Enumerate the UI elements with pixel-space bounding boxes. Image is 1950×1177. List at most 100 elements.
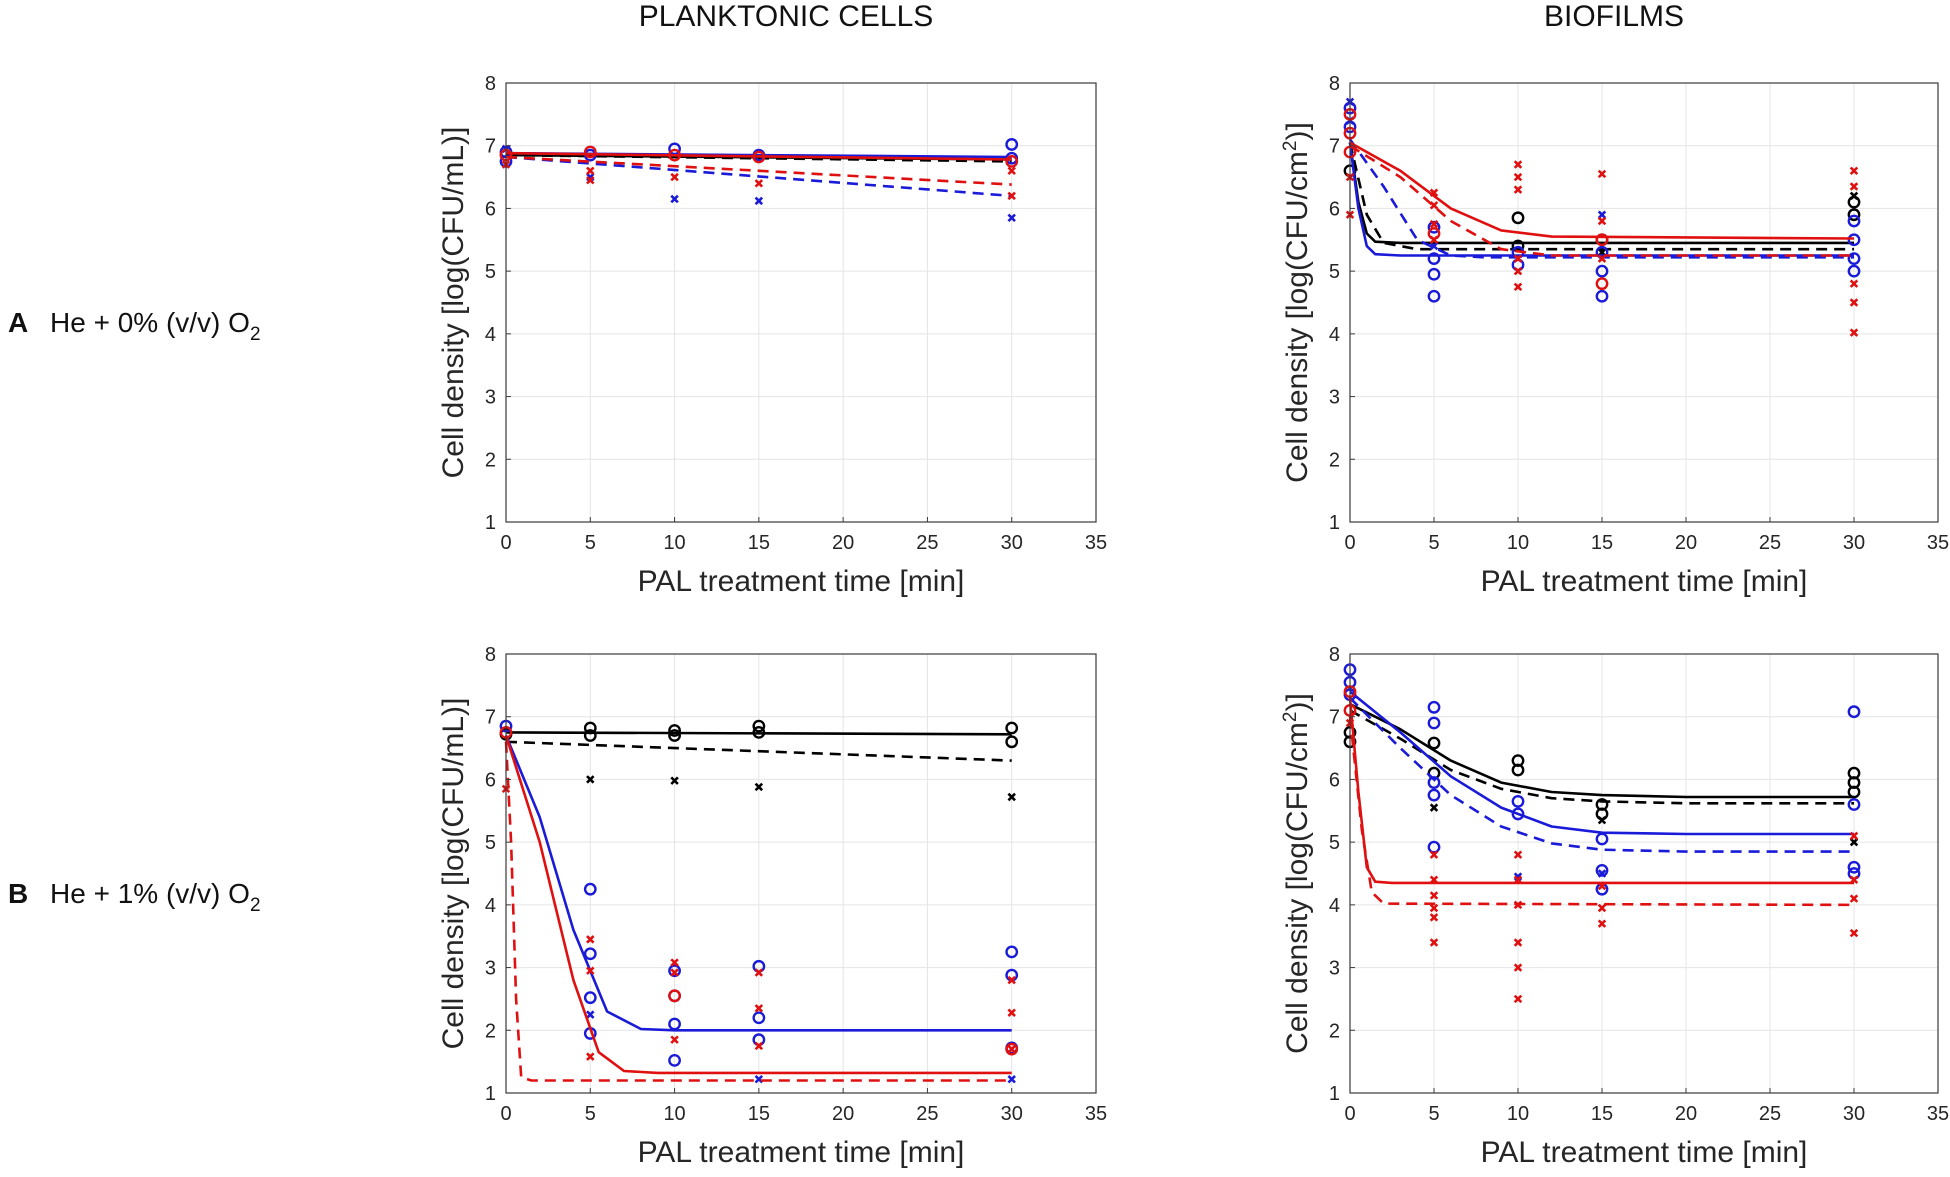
data-point-cross bbox=[1429, 938, 1439, 947]
data-point-circle bbox=[1595, 863, 1609, 877]
data-point-cross bbox=[1849, 894, 1859, 903]
data-point-circle bbox=[1595, 264, 1609, 278]
data-point-circle bbox=[1427, 220, 1441, 234]
y-axis-label: Cell density [log(CFU/cm2)] bbox=[1280, 122, 1314, 483]
x-tick-label: 35 bbox=[1085, 1103, 1107, 1125]
data-point-circle bbox=[1005, 721, 1019, 735]
data-point-cross bbox=[1429, 201, 1439, 210]
x-tick-label: 30 bbox=[1843, 1103, 1865, 1125]
y-tick-label: 1 bbox=[1329, 512, 1340, 534]
data-point-circle bbox=[1595, 233, 1609, 247]
data-point-circle bbox=[668, 729, 681, 742]
row-condition-a-subscript: 2 bbox=[250, 324, 261, 345]
data-point-cross bbox=[586, 175, 595, 185]
data-point-cross bbox=[1429, 891, 1439, 900]
data-point-cross bbox=[1849, 875, 1859, 884]
data-point-cross bbox=[1597, 216, 1607, 226]
data-point-cross bbox=[754, 179, 764, 188]
data-point-cross bbox=[1007, 1044, 1016, 1054]
x-tick-label: 35 bbox=[1927, 532, 1949, 554]
data-point-circle bbox=[1005, 1042, 1019, 1056]
data-point-circle bbox=[583, 947, 597, 961]
x-tick-label: 15 bbox=[748, 532, 770, 554]
x-tick-label: 10 bbox=[1507, 1103, 1529, 1125]
data-point-circle bbox=[1595, 832, 1609, 846]
data-point-cross bbox=[1513, 185, 1523, 194]
data-point-cross bbox=[754, 782, 764, 792]
data-point-circle bbox=[1005, 735, 1019, 749]
data-point-circle bbox=[1005, 138, 1019, 151]
y-tick-label: 2 bbox=[485, 1020, 496, 1042]
series-line-blue-dashed bbox=[505, 155, 1012, 198]
data-point-cross bbox=[1849, 279, 1859, 288]
data-point-cross bbox=[1513, 938, 1523, 947]
data-point-circle bbox=[1847, 264, 1861, 278]
data-point-cross bbox=[586, 1052, 595, 1061]
x-tick-label: 5 bbox=[1428, 1103, 1439, 1125]
data-point-cross bbox=[586, 935, 595, 944]
x-tick-label: 20 bbox=[832, 532, 854, 554]
data-point-circle bbox=[1847, 705, 1861, 719]
y-tick-label: 5 bbox=[485, 832, 496, 854]
y-tick-label: 1 bbox=[485, 512, 496, 534]
data-point-cross bbox=[586, 1010, 595, 1019]
data-point-cross bbox=[1513, 266, 1523, 276]
chart-panel-A-biofilms: 0 5 10 15 20 25 30 35 1 2 3 4 5 6 7 8 PAL treatment time… bbox=[1280, 73, 1949, 598]
x-tick-label: 15 bbox=[748, 1103, 770, 1125]
data-point-circle bbox=[583, 729, 597, 742]
y-tick-label: 5 bbox=[1329, 832, 1340, 854]
x-axis-label: PAL treatment time [min] bbox=[638, 1136, 965, 1169]
data-point-cross bbox=[670, 1035, 679, 1044]
y-tick-label: 8 bbox=[1329, 73, 1340, 95]
x-tick-label: 20 bbox=[832, 1103, 854, 1125]
y-axis-label-text: Cell density [log(CFU/mL)] bbox=[437, 698, 470, 1050]
series-line-red-solid bbox=[1349, 141, 1855, 240]
data-point-circle bbox=[1005, 945, 1019, 959]
y-tick-label: 4 bbox=[485, 895, 496, 917]
data-point-circle bbox=[1427, 289, 1441, 303]
series-line-black-dashed bbox=[505, 740, 1012, 762]
chart-panel-A-planktonic: 0 5 10 15 20 25 30 35 1 2 3 4 5 6 7 8 PAL treatment time… bbox=[437, 73, 1107, 598]
data-point-cross bbox=[1513, 994, 1523, 1004]
y-tick-label: 1 bbox=[485, 1083, 496, 1105]
data-point-cross bbox=[1007, 1074, 1016, 1084]
y-tick-label: 8 bbox=[485, 73, 496, 95]
data-point-cross bbox=[1429, 913, 1439, 922]
x-tick-label: 15 bbox=[1591, 532, 1613, 554]
row-letter-b: B bbox=[8, 878, 28, 909]
data-point-cross bbox=[1429, 241, 1439, 251]
column-title-biofilms: BIOFILMS bbox=[1544, 0, 1684, 33]
y-tick-label: 7 bbox=[485, 136, 496, 158]
series-line-blue-solid bbox=[1349, 690, 1854, 836]
data-point-cross bbox=[670, 776, 679, 785]
data-point-cross bbox=[670, 172, 679, 182]
data-point-cross bbox=[1429, 903, 1439, 913]
data-point-circle bbox=[668, 989, 681, 1003]
series-line-red-solid bbox=[504, 735, 1012, 1075]
data-point-circle bbox=[583, 991, 597, 1005]
data-point-cross bbox=[754, 968, 764, 977]
y-tick-label: 7 bbox=[1329, 707, 1340, 729]
series-line-black-solid bbox=[1349, 703, 1854, 799]
data-point-circle bbox=[668, 724, 681, 737]
data-point-cross bbox=[1429, 850, 1439, 859]
data-point-cross bbox=[1007, 792, 1016, 802]
y-tick-label: 4 bbox=[1329, 324, 1340, 346]
data-point-cross bbox=[670, 194, 679, 204]
data-point-circle bbox=[1595, 277, 1609, 291]
data-point-cross bbox=[1597, 169, 1607, 179]
data-point-circle bbox=[752, 725, 766, 739]
data-point-cross bbox=[754, 1041, 764, 1051]
data-point-cross bbox=[1429, 803, 1439, 812]
x-tick-label: 10 bbox=[663, 532, 685, 554]
y-tick-label: 7 bbox=[485, 707, 496, 729]
data-point-cross bbox=[1007, 191, 1016, 201]
data-point-cross bbox=[1007, 213, 1016, 223]
data-point-cross bbox=[670, 968, 679, 977]
data-point-cross bbox=[1429, 875, 1439, 884]
x-tick-label: 20 bbox=[1675, 1103, 1697, 1125]
data-point-circle bbox=[1847, 860, 1861, 874]
data-point-circle bbox=[1511, 763, 1525, 777]
data-point-cross bbox=[1597, 869, 1607, 878]
data-point-circle bbox=[1847, 233, 1861, 247]
